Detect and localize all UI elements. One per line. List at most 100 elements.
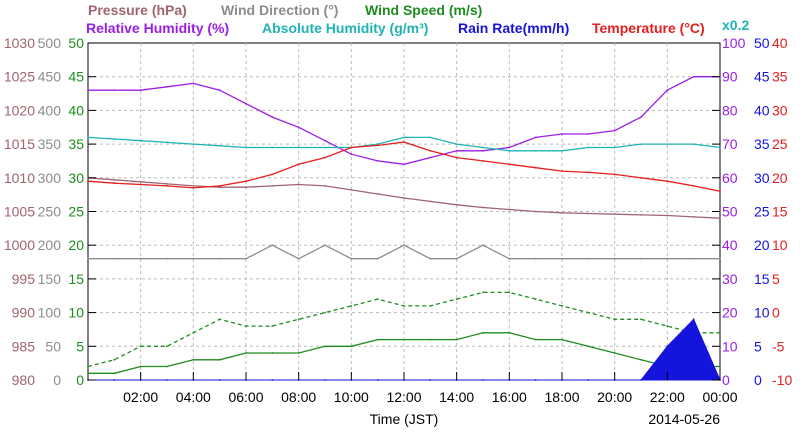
y-axis-humidity: 0 10 20 30 40 50 60 70 80 90 100 xyxy=(722,35,746,388)
data-point xyxy=(719,190,721,193)
data-point xyxy=(482,331,484,334)
y-tick-label: 985 xyxy=(12,338,36,354)
data-point xyxy=(508,257,511,260)
data-point xyxy=(534,166,537,169)
x-tick-label: 08:00 xyxy=(281,389,316,405)
y-tick-label: 990 xyxy=(12,305,36,321)
y-tick-label: 1015 xyxy=(4,136,35,152)
data-point xyxy=(692,257,695,260)
data-point xyxy=(508,146,511,149)
y-tick-label: 0 xyxy=(76,372,84,388)
y-tick-label: 1010 xyxy=(4,170,35,186)
data-point xyxy=(218,257,221,260)
data-point xyxy=(666,345,669,348)
data-point xyxy=(139,257,142,260)
y-tick-label: 30 xyxy=(722,271,738,287)
y-axis-rain_rate: 0 5 10 15 20 25 30 35 40 45 50 xyxy=(754,35,770,388)
x-tick-label: 06:00 xyxy=(228,389,263,405)
data-point xyxy=(376,160,379,162)
data-point xyxy=(218,186,221,189)
data-point xyxy=(271,325,274,327)
data-point xyxy=(166,183,168,185)
y-tick-label: 10 xyxy=(722,338,738,354)
data-point xyxy=(666,214,669,217)
data-point xyxy=(403,305,405,307)
data-point xyxy=(271,146,274,149)
data-point xyxy=(640,379,642,381)
y-tick-label: 1000 xyxy=(4,237,35,253)
data-point xyxy=(113,138,116,140)
data-point xyxy=(561,133,563,135)
data-point xyxy=(87,136,89,139)
data-point xyxy=(587,133,590,135)
axis-title-temperature: Temperature (°C) xyxy=(592,20,705,36)
data-point xyxy=(508,149,511,152)
data-point xyxy=(297,352,300,354)
x-tick-label: 02:00 xyxy=(123,389,158,405)
data-point xyxy=(692,143,695,146)
data-point xyxy=(350,257,353,260)
data-point xyxy=(692,75,695,78)
x-tick-label: 20:00 xyxy=(597,389,632,405)
data-point xyxy=(350,305,353,307)
data-point xyxy=(350,189,353,191)
series-temperature xyxy=(87,141,721,193)
data-point xyxy=(166,141,168,144)
data-point xyxy=(376,193,379,195)
y-axes: 9809859909951000100510101015102010251030… xyxy=(4,35,793,388)
data-point xyxy=(376,143,379,146)
data-point xyxy=(324,139,326,142)
data-point xyxy=(482,160,484,162)
data-point xyxy=(666,325,669,327)
data-point xyxy=(429,379,432,381)
x-tick-label: 16:00 xyxy=(492,389,527,405)
data-point xyxy=(640,214,642,216)
y-tick-label: -5 xyxy=(772,338,785,354)
y-axis-temperature: -10 -5 0 5 10 15 20 25 30 35 40 xyxy=(772,35,792,388)
data-point xyxy=(455,257,458,260)
data-point xyxy=(166,379,168,381)
y-tick-label: 35 xyxy=(68,136,84,152)
data-point xyxy=(587,311,590,314)
y-tick-label: 5 xyxy=(754,338,762,354)
data-point xyxy=(455,143,458,146)
data-point xyxy=(534,210,537,213)
data-point xyxy=(482,206,484,209)
data-point xyxy=(429,338,432,341)
absolute-humidity-scale: x0.2 xyxy=(722,17,749,33)
data-point xyxy=(403,338,405,341)
grid-lines xyxy=(88,43,720,380)
y-tick-label: 45 xyxy=(68,69,84,85)
data-point xyxy=(297,318,300,321)
data-point xyxy=(587,212,590,215)
data-point xyxy=(429,136,432,139)
data-point xyxy=(508,331,511,334)
data-point xyxy=(587,257,590,260)
data-point xyxy=(719,331,721,334)
series-area xyxy=(88,318,721,381)
data-point xyxy=(87,365,89,368)
data-point xyxy=(113,257,116,260)
data-point xyxy=(376,298,379,300)
x-axis: 02:00 04:00 06:00 08:00 10:00 12:00 14:00 16:00… xyxy=(123,372,738,427)
data-point xyxy=(87,257,89,260)
data-point xyxy=(482,149,484,152)
data-point xyxy=(403,163,405,166)
data-point xyxy=(640,143,642,146)
y-tick-label: 20 xyxy=(68,237,84,253)
data-point xyxy=(324,311,326,314)
data-point xyxy=(297,183,300,186)
chart-date: 2014-05-26 xyxy=(648,411,720,427)
x-tick-label: 14:00 xyxy=(439,389,474,405)
data-point xyxy=(482,379,484,381)
y-tick-label: 10 xyxy=(68,305,84,321)
data-point xyxy=(719,217,721,220)
x-tick-label: 12:00 xyxy=(386,389,421,405)
y-tick-label: 10 xyxy=(772,237,788,253)
y-tick-label: 350 xyxy=(38,136,62,152)
data-point xyxy=(192,187,195,189)
data-point xyxy=(113,182,116,185)
data-point xyxy=(376,257,379,260)
y-tick-label: 45 xyxy=(754,69,770,85)
y-tick-label: 1025 xyxy=(4,69,35,85)
